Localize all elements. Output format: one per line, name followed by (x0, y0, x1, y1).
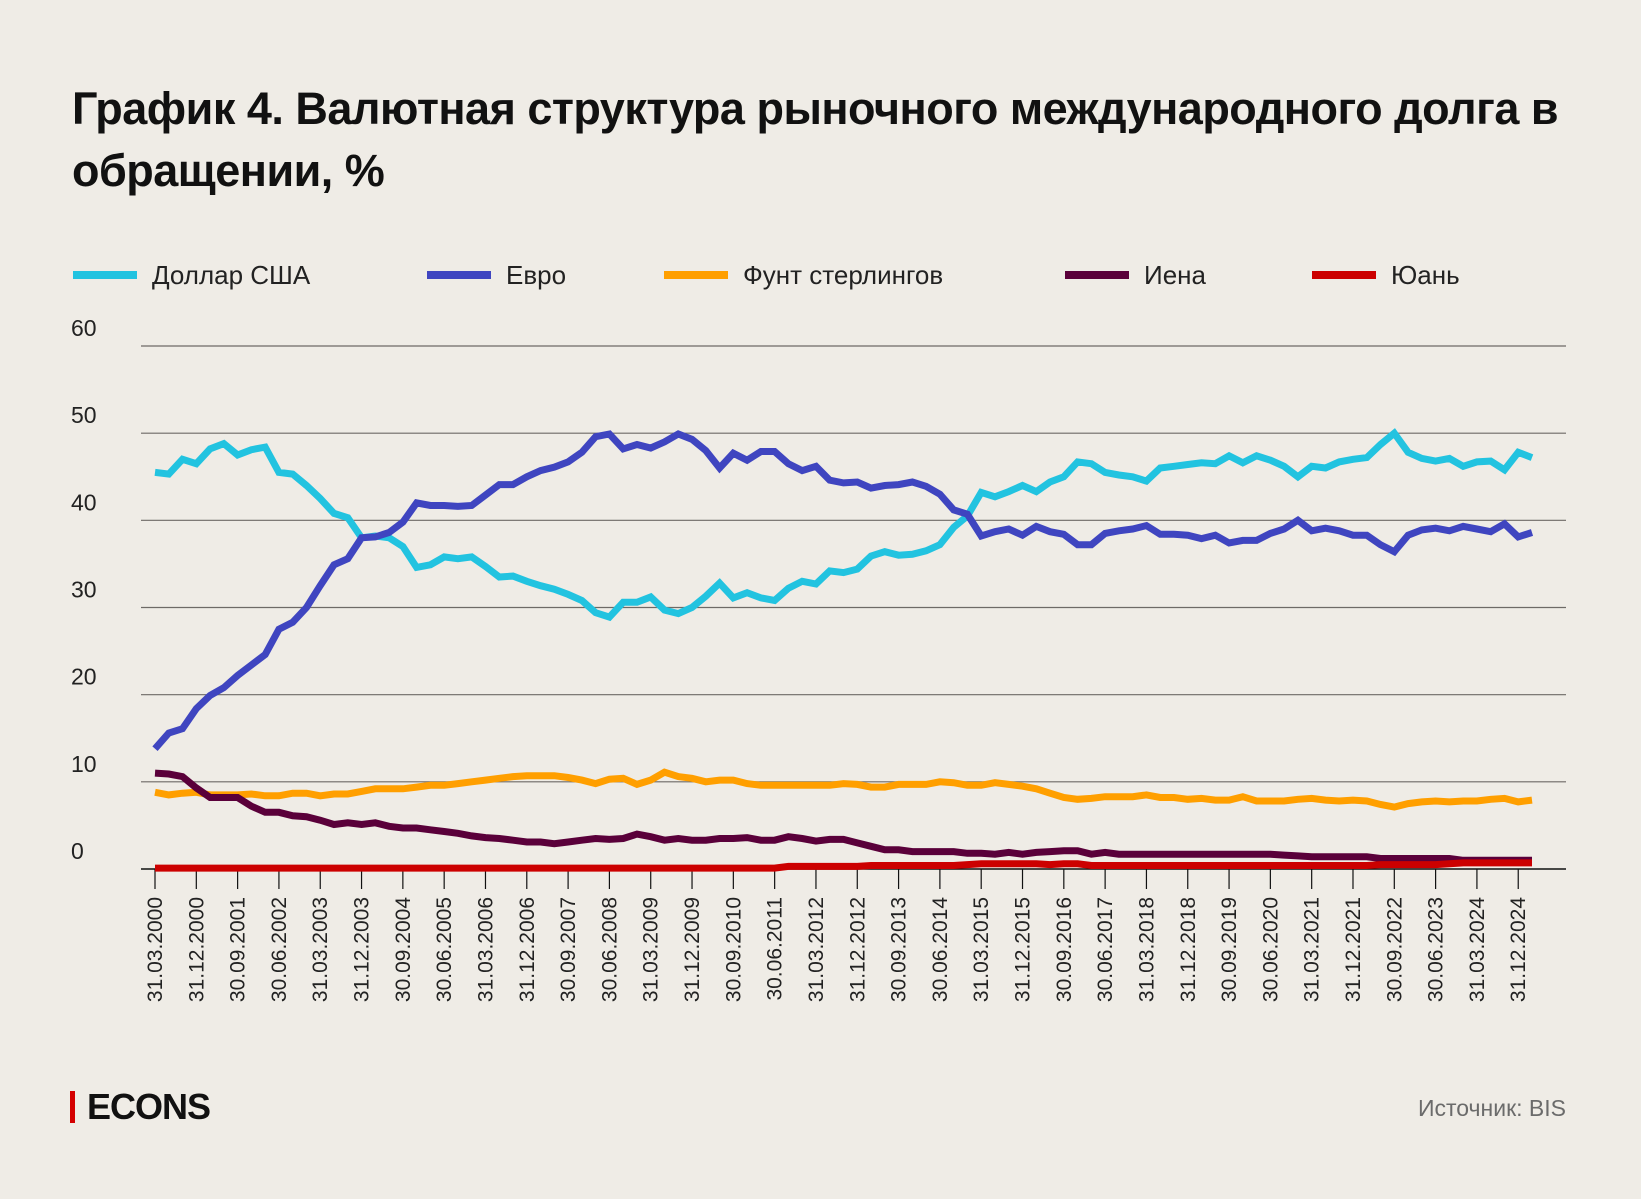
logo-text: ECONS (87, 1086, 211, 1127)
legend-swatch (73, 271, 137, 279)
x-tick-label: 30.06.2017 (1094, 897, 1117, 1002)
legend-label: Юань (1391, 259, 1460, 290)
source-note: Источник: BIS (1417, 1095, 1566, 1121)
legend-item-eur: Евро (427, 258, 566, 292)
x-tick-label: 31.03.2000 (144, 897, 167, 1002)
line-chart: 0 10 20 30 40 50 60 31.03.2000 31.12.2000 30.09.2… (71, 315, 1566, 1002)
series-line-1 (152, 430, 1534, 752)
legend-swatch (1312, 271, 1376, 279)
x-tick-label: 31.12.2006 (516, 897, 539, 1002)
x-tick-label: 30.09.2001 (227, 897, 250, 1002)
legend-swatch (1065, 271, 1129, 279)
legend-swatch (664, 271, 728, 279)
x-tick-label: 30.09.2013 (888, 897, 911, 1002)
x-tick-label: 31.12.2024 (1507, 897, 1530, 1002)
x-tick-label: 31.12.2021 (1342, 897, 1365, 1002)
x-tick-label: 30.06.2020 (1259, 897, 1282, 1002)
legend-label: Евро (506, 259, 567, 290)
x-tick-label: 31.03.2018 (1135, 897, 1158, 1002)
x-tick-label: 30.09.2022 (1383, 897, 1406, 1002)
y-tick-label: 20 (71, 664, 97, 690)
x-tick-label: 31.12.2000 (185, 897, 208, 1002)
series-line-2 (154, 768, 1533, 811)
y-tick-label: 40 (71, 489, 97, 515)
x-tick-label: 31.12.2009 (681, 897, 704, 1002)
x-tick-label: 30.06.2023 (1425, 897, 1448, 1002)
x-tick-label: 31.03.2009 (640, 897, 663, 1002)
x-tick-label: 30.06.2011 (764, 897, 787, 1001)
x-tick-label: 31.03.2006 (474, 897, 497, 1002)
chart-title: График 4. Валютная структура рыночного м… (72, 83, 1559, 196)
x-tick-label: 30.06.2008 (598, 897, 621, 1002)
legend-label: Фунт стерлингов (743, 259, 944, 290)
x-tick-label: 30.06.2002 (268, 897, 291, 1002)
x-tick-label: 31.03.2003 (309, 897, 332, 1002)
econs-logo: ECONS (70, 1086, 211, 1127)
x-tick-label: 30.06.2014 (929, 897, 952, 1002)
legend-item-usd: Доллар США (73, 258, 310, 292)
x-tick-label: 31.12.2015 (1012, 897, 1035, 1002)
x-tick-label: 31.03.2012 (805, 897, 828, 1002)
legend-item-gbp: Фунт стерлингов (664, 258, 943, 292)
x-tick-label: 31.03.2021 (1301, 897, 1324, 1002)
legend-swatch (427, 271, 491, 279)
series-line-4 (155, 859, 1532, 872)
y-tick-label: 0 (71, 838, 84, 864)
x-tick-label: 30.09.2019 (1218, 897, 1241, 1002)
y-tick-label: 60 (71, 315, 97, 341)
x-tick-label: 30.06.2005 (433, 897, 456, 1002)
legend: Доллар США Евро Фунт стерлингов Иена Юан… (0, 258, 1641, 292)
x-tick-label: 30.09.2004 (392, 897, 415, 1002)
legend-item-cny: Юань (1312, 258, 1460, 292)
x-tick-label: 30.09.2007 (557, 897, 580, 1002)
x-tick-label: 31.12.2018 (1177, 897, 1200, 1002)
x-tick-label: 31.03.2015 (970, 897, 993, 1002)
legend-label: Иена (1144, 259, 1206, 290)
x-tick-label: 31.12.2012 (846, 897, 869, 1002)
logo-bar (70, 1091, 75, 1123)
x-tick-label: 31.12.2003 (351, 897, 374, 1002)
legend-label: Доллар США (152, 259, 311, 290)
x-tick-label: 30.09.2010 (722, 897, 745, 1002)
y-tick-label: 10 (71, 751, 97, 777)
x-tick-label: 31.03.2024 (1466, 897, 1489, 1002)
y-tick-label: 50 (71, 402, 97, 428)
y-tick-label: 30 (71, 577, 97, 603)
x-tick-label: 30.09.2016 (1053, 897, 1076, 1002)
series-line-3 (154, 769, 1532, 864)
legend-item-jpy: Иена (1065, 258, 1206, 292)
